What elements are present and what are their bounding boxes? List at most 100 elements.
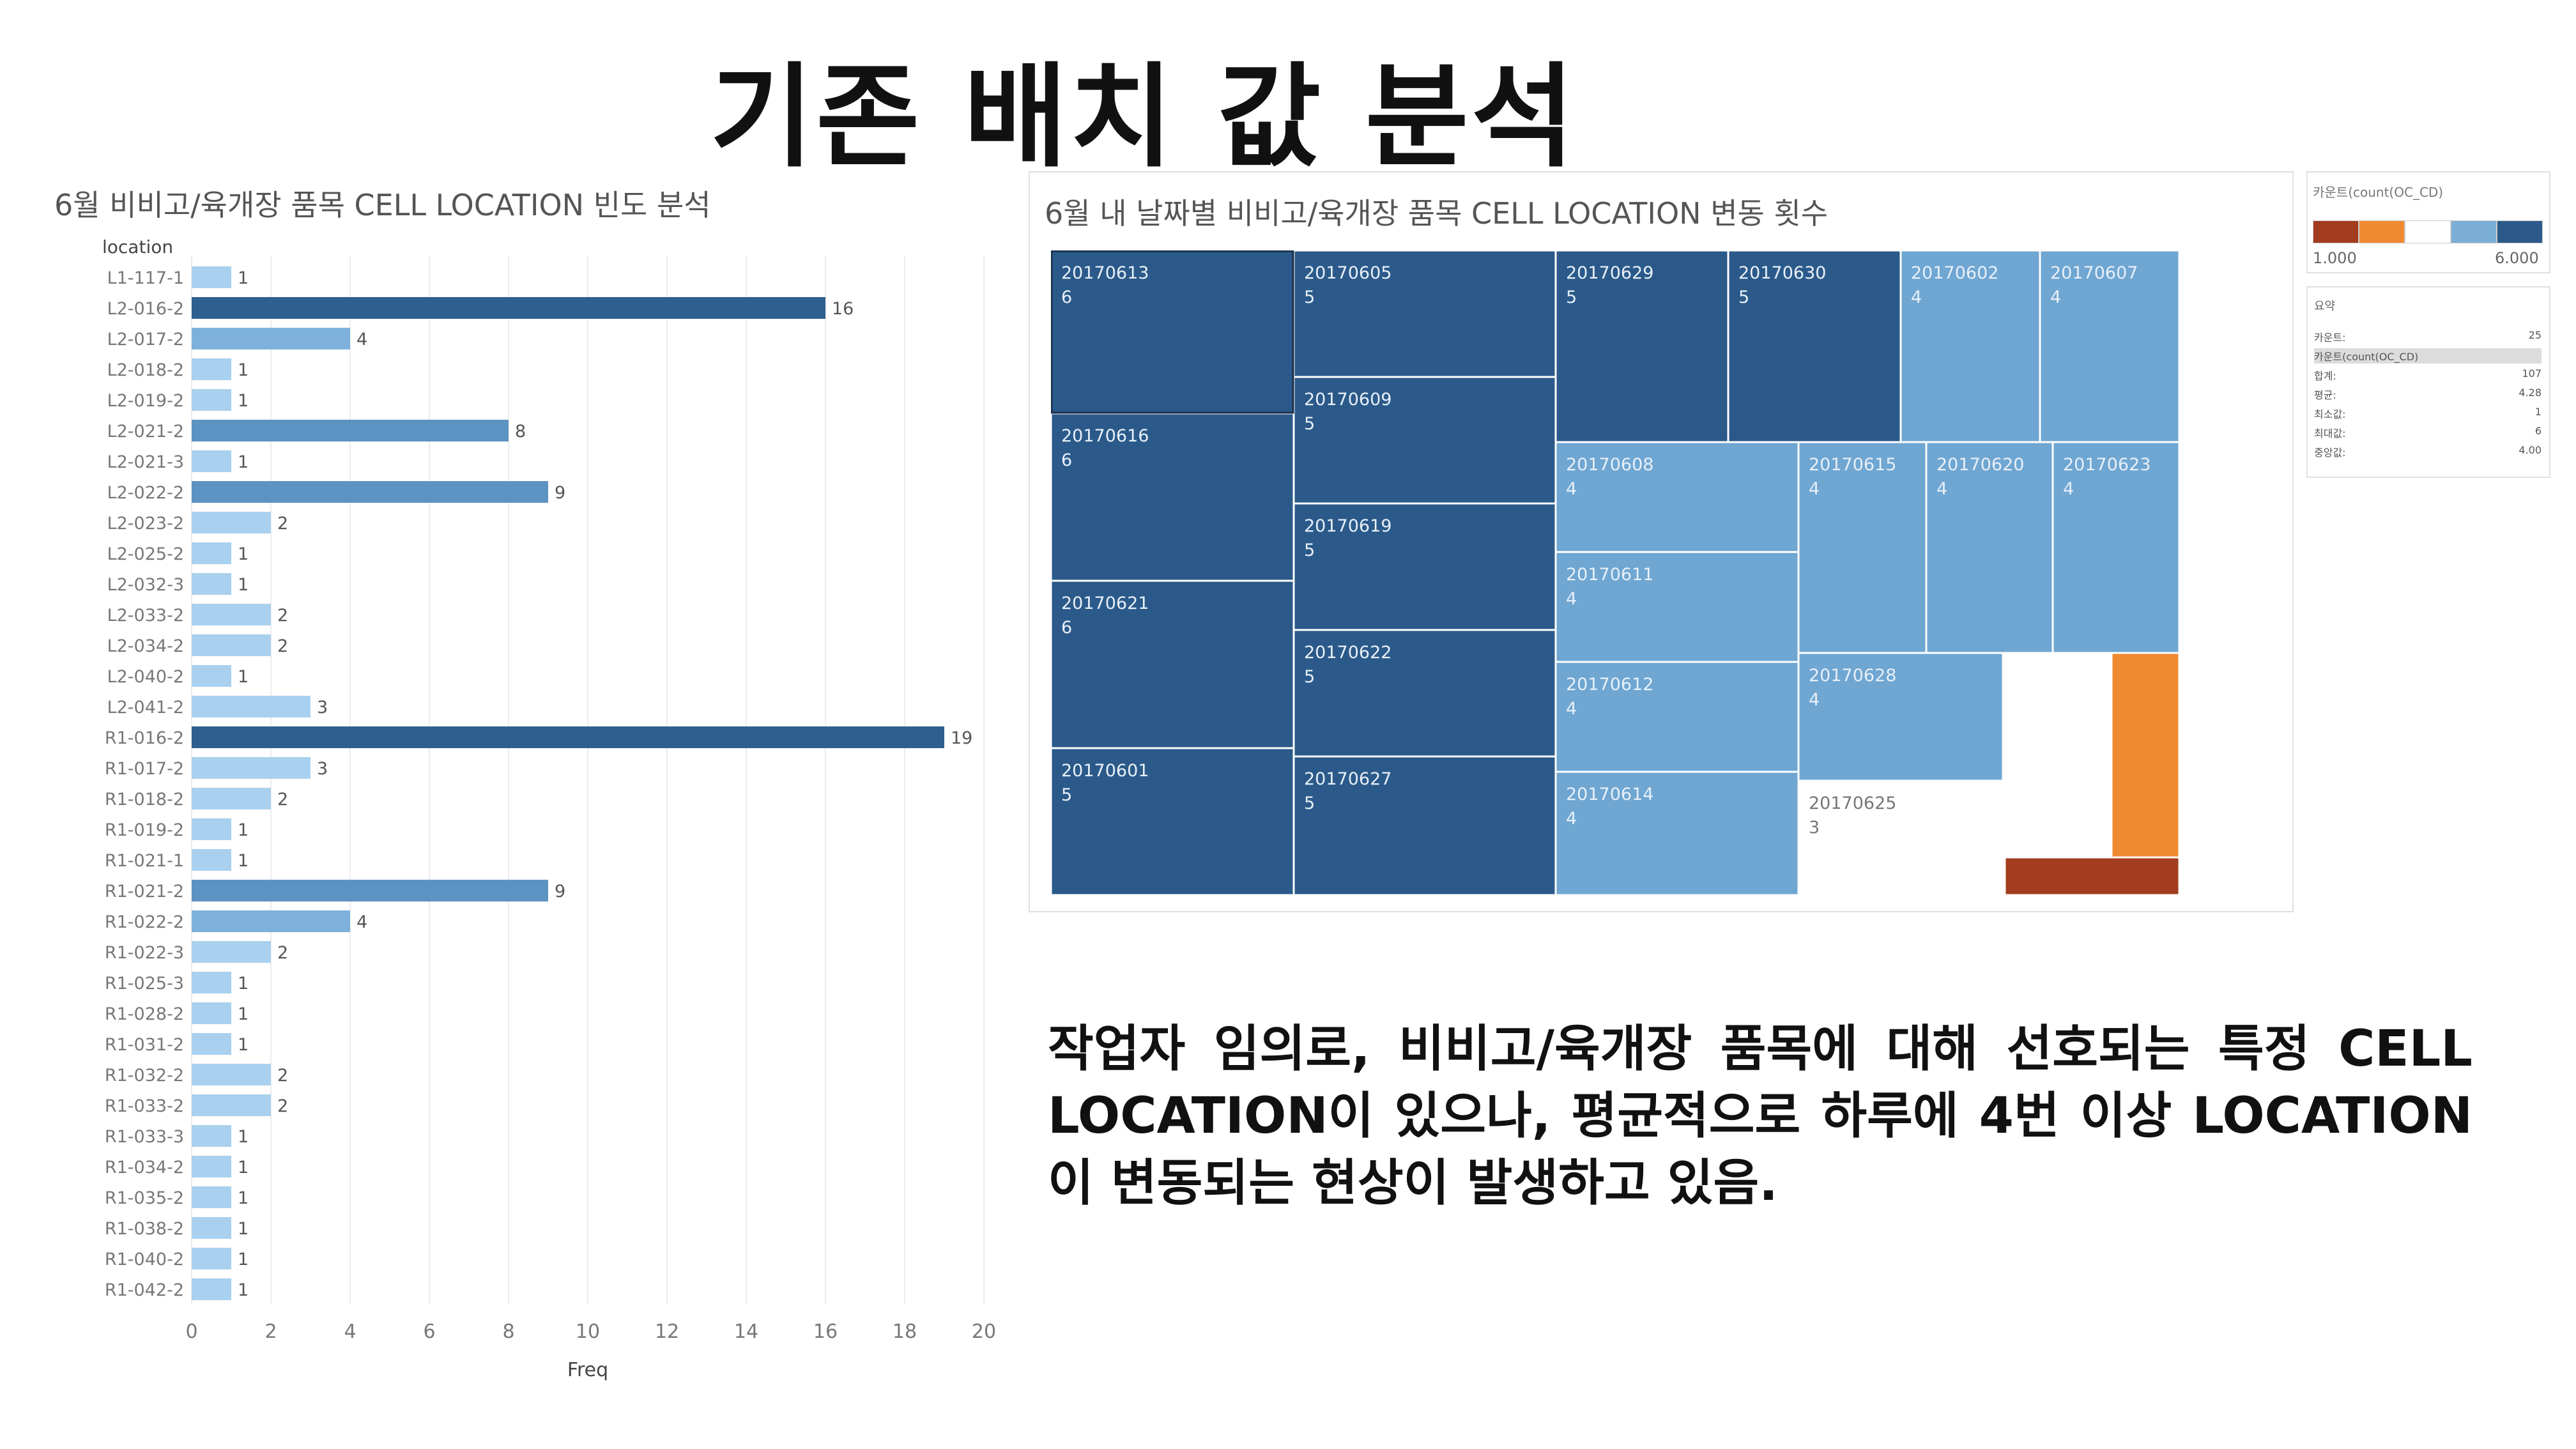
color-legend-ramp [2313,220,2543,243]
y-axis-label: location [102,236,173,257]
x-tick-label: 6 [423,1321,435,1343]
treemap-cell-value: 6 [1061,618,1072,638]
summary-value: 4.28 [2518,387,2542,402]
treemap-chart: 20170613 6 20170616 6 20170621 6 20170601 5 2017… [1051,250,2188,896]
data-label: 1 [238,974,249,993]
x-tick-label: 4 [344,1321,356,1343]
bar [192,358,231,380]
bar [192,757,310,779]
y-tick-label: R1-022-2 [105,912,184,932]
y-tick-label: R1-038-2 [105,1219,184,1239]
legend-swatch [2359,220,2405,243]
treemap-cell-label: 20170608 [1566,455,1653,475]
data-label: 1 [238,851,249,871]
data-label: 2 [277,636,288,656]
summary-label: 카운트: [2314,329,2346,344]
bar [192,389,231,411]
bar [192,665,231,687]
bar [192,880,548,901]
data-label: 2 [277,1096,288,1116]
data-label: 1 [238,268,249,288]
bar [192,1125,231,1147]
bar [192,972,231,993]
legend-swatch [2497,220,2543,243]
data-label: 1 [238,452,249,472]
summary-value: 4.00 [2518,444,2542,459]
y-tick-label: L1-117-1 [107,268,184,288]
summary-label: 최대값: [2314,425,2346,440]
x-tick-label: 8 [502,1321,514,1343]
x-tick-label: 20 [972,1321,996,1343]
summary-label: 합계: [2314,367,2336,383]
legend-swatch [2405,220,2451,243]
y-tick-label: R1-031-2 [105,1035,184,1055]
data-label: 1 [238,1035,249,1055]
treemap-cell-label: 20170611 [1566,565,1653,585]
y-tick-label: L2-041-2 [107,698,184,717]
bar [192,726,944,748]
treemap-cell-label: 20170607 [2050,263,2138,283]
data-label: 1 [238,820,249,840]
data-label: 1 [238,544,249,564]
y-tick-label: R1-033-2 [105,1096,184,1116]
x-tick-label: 10 [576,1321,600,1343]
data-label: 2 [277,943,288,963]
bar [192,1033,231,1055]
treemap-cell-value: 4 [1566,479,1577,499]
treemap-title: 6월 내 날짜별 비비고/육개장 품목 CELL LOCATION 변동 횟수 [1045,190,1828,233]
data-label: 2 [277,606,288,625]
treemap-cell-value: 4 [1566,809,1577,829]
treemap-cell-label: 20170609 [1304,390,1392,410]
treemap-cell-value: 5 [1304,288,1315,307]
bar [192,1186,231,1208]
y-tick-label: R1-021-2 [105,882,184,901]
summary-row: 평균: 4.28 [2314,387,2542,402]
treemap-cell-value: 5 [1061,785,1072,805]
summary-label: 평균: [2314,387,2336,402]
summary-row: 최소값: 1 [2314,406,2542,421]
bar [192,634,271,656]
treemap-cell-label: 20170630 [1738,263,1826,283]
treemap-cell-label: 20170628 [1809,666,1896,686]
treemap-cell-value: 4 [1566,699,1577,719]
data-label: 1 [238,667,249,687]
bar [192,849,231,871]
color-legend-min: 1.000 [2313,249,2357,267]
bar [192,1156,231,1177]
bar [192,604,271,625]
data-label: 16 [832,299,854,319]
treemap-cell-label: 20170622 [1304,643,1392,663]
bar [192,1217,231,1239]
x-tick-label: 18 [893,1321,917,1343]
bar [192,542,231,564]
y-tick-label: R1-032-2 [105,1066,184,1085]
summary-value: 25 [2529,329,2542,344]
treemap-cell-value: 5 [1304,414,1315,434]
y-tick-label: R1-035-2 [105,1188,184,1208]
treemap-cell-value: 5 [1738,288,1749,307]
bar [192,696,310,717]
data-label: 8 [515,422,526,441]
summary-row: 카운트: 25 [2314,329,2542,344]
treemap-cell-label: 20170629 [1566,263,1653,283]
y-tick-label: L2-021-2 [107,422,184,441]
data-label: 4 [356,912,367,932]
y-tick-label: L2-018-2 [107,360,184,380]
y-tick-label: R1-040-2 [105,1250,184,1269]
data-label: 19 [951,728,972,748]
data-label: 1 [238,1250,249,1269]
bar [192,573,231,595]
y-tick-label: L2-022-2 [107,483,184,503]
bar [192,512,271,533]
bar [192,266,231,288]
x-tick-label: 12 [655,1321,679,1343]
x-tick-label: 2 [264,1321,277,1343]
treemap-cell-label: 20170615 [1809,455,1896,475]
treemap-cell-value: 5 [1304,793,1315,813]
y-tick-label: R1-034-2 [105,1158,184,1177]
data-label: 2 [277,790,288,809]
treemap-cell-value: 4 [1809,690,1820,710]
y-tick-label: R1-016-2 [105,728,184,748]
bar [192,1248,231,1269]
treemap-cell-label: 20170613 [1061,263,1149,283]
